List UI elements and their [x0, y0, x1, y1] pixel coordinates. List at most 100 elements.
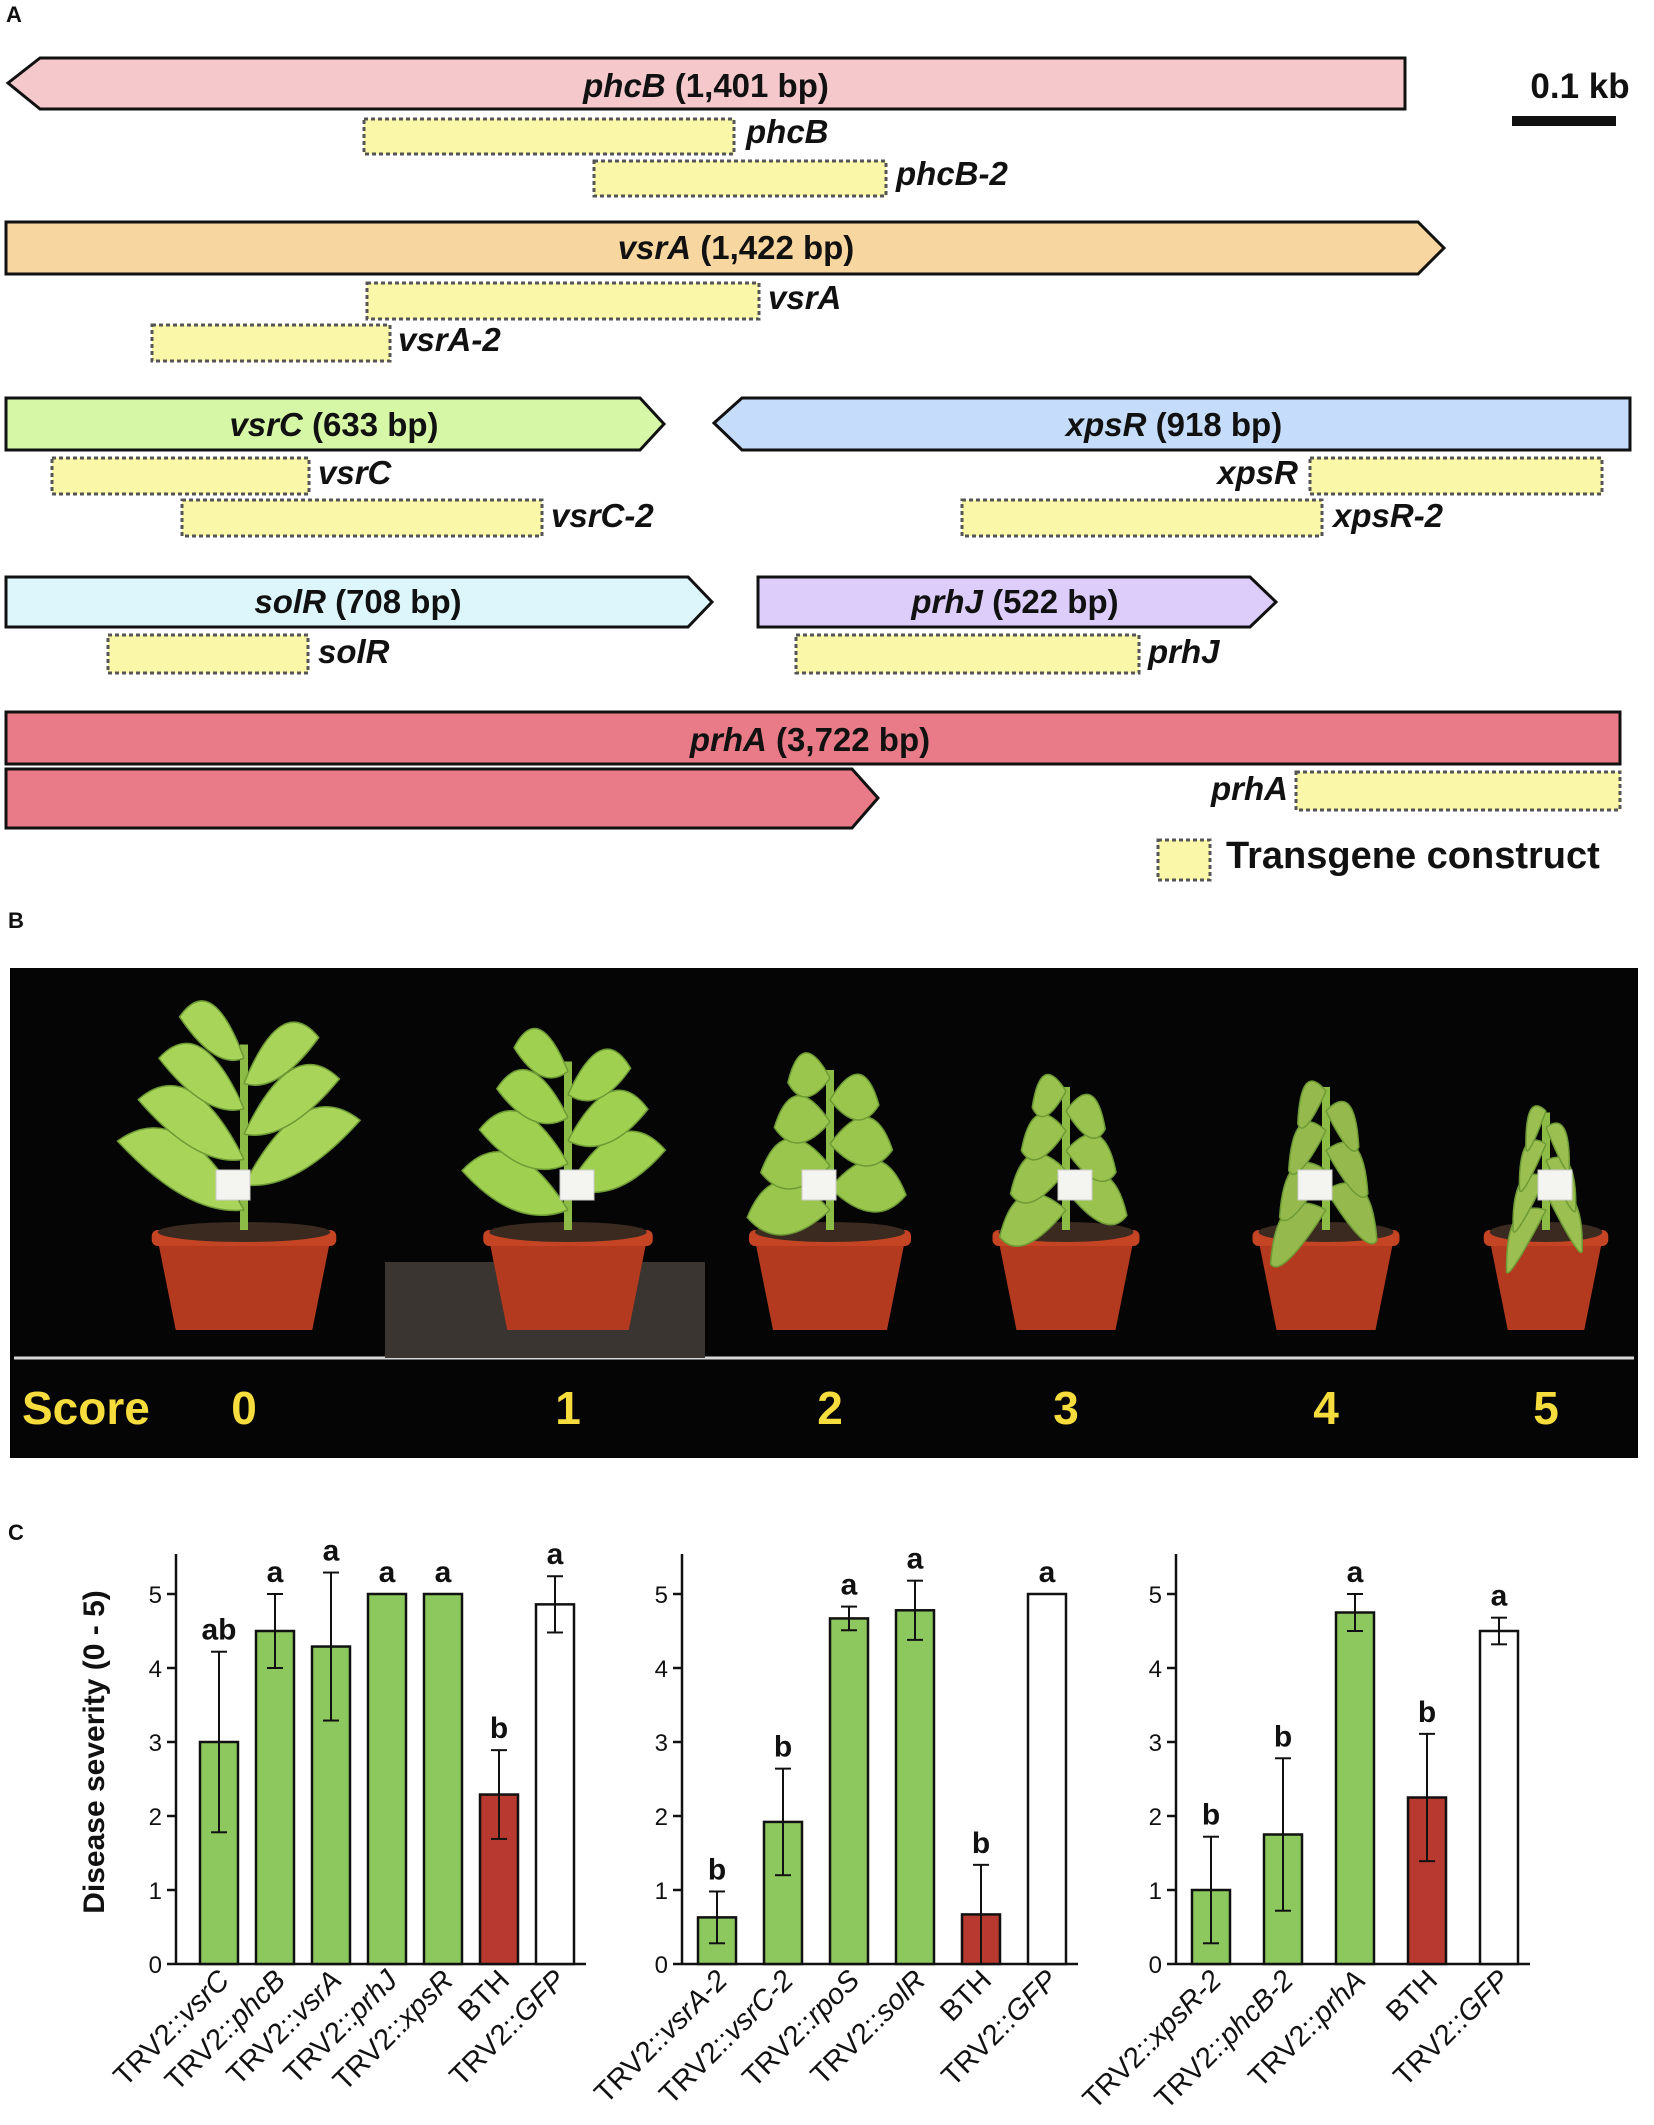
construct-label-vsrC-2: vsrC-2 [551, 497, 654, 534]
bar-charts: 012345abTRV2::vsrCaTRV2::phcBaTRV2::vsrA… [108, 1535, 1530, 2115]
gene-arrow-prhJ [756, 575, 1279, 629]
construct-box-vsrA [365, 281, 761, 321]
y-tick-label: 5 [149, 1582, 162, 1609]
plant-pot [1489, 1240, 1603, 1330]
bar [894, 1609, 936, 1966]
plant-leaf [1020, 1113, 1067, 1161]
construct-box-solR [106, 633, 310, 675]
legend-construct-swatch [1156, 838, 1212, 882]
plant-tag [801, 1169, 837, 1201]
plant-pot [998, 1240, 1134, 1330]
plant-leaf [243, 1021, 320, 1086]
plant-tag [215, 1169, 251, 1201]
plant-tag [1537, 1169, 1573, 1201]
plant-leaf [178, 1000, 245, 1062]
gene-box-prhA [4, 710, 1622, 766]
y-tick-label: 2 [655, 1804, 668, 1831]
significance-letter: b [708, 1853, 726, 1886]
plant-1 [461, 1027, 667, 1330]
panel-a-letter: A [6, 2, 22, 27]
bar [828, 1617, 870, 1966]
y-tick-label: 0 [149, 1952, 162, 1979]
chart-3: 012345bTRV2::xpsR-2bTRV2::phcB-2aTRV2::p… [1077, 1554, 1530, 2115]
gene-arrow-xpsR [711, 396, 1632, 452]
plant-leaf [829, 1116, 894, 1167]
significance-letter: ab [201, 1614, 236, 1647]
significance-letter: b [1274, 1720, 1292, 1753]
plant-leaf [116, 1127, 245, 1212]
gene-label-vsrC: vsrC (633 bp) [229, 406, 438, 443]
plant-pot [157, 1240, 331, 1330]
panel-b-letter: B [8, 908, 24, 933]
legend-construct-label: Transgene construct [1226, 835, 1600, 877]
plant-leaf [1525, 1105, 1547, 1152]
significance-letter: a [841, 1569, 858, 1602]
y-tick-label: 3 [149, 1730, 162, 1757]
plant-leaf [243, 1106, 362, 1187]
construct-label-prhJ: prhJ [1147, 633, 1220, 670]
significance-letter: a [323, 1535, 340, 1568]
gene-label-prhJ: prhJ (522 bp) [910, 583, 1118, 620]
plant-leaf [243, 1063, 341, 1136]
y-tick-label: 4 [655, 1656, 668, 1683]
score-label: Score [22, 1382, 150, 1434]
significance-letter: a [907, 1543, 924, 1576]
bar [1334, 1611, 1376, 1966]
gene-arrow-solR [4, 575, 715, 629]
construct-label-vsrC: vsrC [318, 454, 393, 491]
plant-leaf [829, 1159, 907, 1213]
gene-arrow-prhA-fragment [4, 767, 880, 830]
plant-leaf [567, 1048, 632, 1102]
construct-label-prhA: prhA [1210, 770, 1288, 807]
construct-label-phcB: phcB [745, 113, 829, 150]
plant-leaf [1297, 1080, 1327, 1129]
plant-leaf [157, 1042, 245, 1111]
gene-arrow-vsrC [4, 396, 667, 452]
significance-letter: b [972, 1827, 990, 1860]
plant-pot [489, 1240, 647, 1330]
y-tick-label: 0 [655, 1952, 668, 1979]
significance-letter: b [490, 1712, 508, 1745]
plant-tag [1297, 1169, 1333, 1201]
plant-0 [116, 1000, 362, 1330]
bar [534, 1603, 576, 1966]
y-tick-label: 4 [149, 1656, 162, 1683]
significance-letter: a [547, 1538, 564, 1571]
construct-box-vsrC-2 [180, 498, 544, 538]
plant-leaf [478, 1110, 569, 1171]
gene-arrow-phcB [5, 56, 1407, 111]
bar [1478, 1629, 1520, 1966]
gene-label-vsrA: vsrA (1,422 bp) [618, 229, 855, 266]
plant-illustrations [116, 1000, 1609, 1358]
plant-leaf [137, 1084, 245, 1161]
significance-letter: b [1418, 1696, 1436, 1729]
plant-soil [157, 1222, 331, 1242]
chart-2: 012345bTRV2::vsrA-2bTRV2::vsrC-2aTRV2::r… [589, 1543, 1078, 2111]
gene-label-xpsR: xpsR (918 bp) [1064, 406, 1282, 443]
significance-letter: a [1039, 1556, 1056, 1589]
bar [254, 1629, 296, 1966]
plant-leaf [1065, 1093, 1106, 1139]
construct-box-vsrA-2 [150, 323, 392, 363]
plant-soil [489, 1222, 647, 1242]
y-tick-label: 0 [1149, 1952, 1162, 1979]
scale-bar-label: 0.1 kb [1530, 67, 1629, 106]
y-tick-label: 4 [1149, 1656, 1162, 1683]
significance-letter: a [1347, 1556, 1364, 1589]
plant-tag [559, 1169, 595, 1201]
y-tick-label: 2 [1149, 1804, 1162, 1831]
plant-pot [755, 1240, 905, 1330]
score-0: 0 [231, 1382, 257, 1434]
plant-leaf [787, 1052, 831, 1098]
y-axis-label: Disease severity (0 - 5) [78, 1590, 111, 1914]
construct-box-phcB [362, 117, 736, 156]
y-tick-label: 1 [655, 1878, 668, 1905]
construct-label-vsrA: vsrA [768, 279, 841, 316]
score-2: 2 [817, 1382, 843, 1434]
plant-3 [992, 1073, 1140, 1330]
construct-label-phcB-2: phcB-2 [895, 155, 1008, 192]
bar [198, 1740, 240, 1966]
plant-4 [1252, 1080, 1400, 1330]
construct-box-vsrC [50, 456, 311, 496]
